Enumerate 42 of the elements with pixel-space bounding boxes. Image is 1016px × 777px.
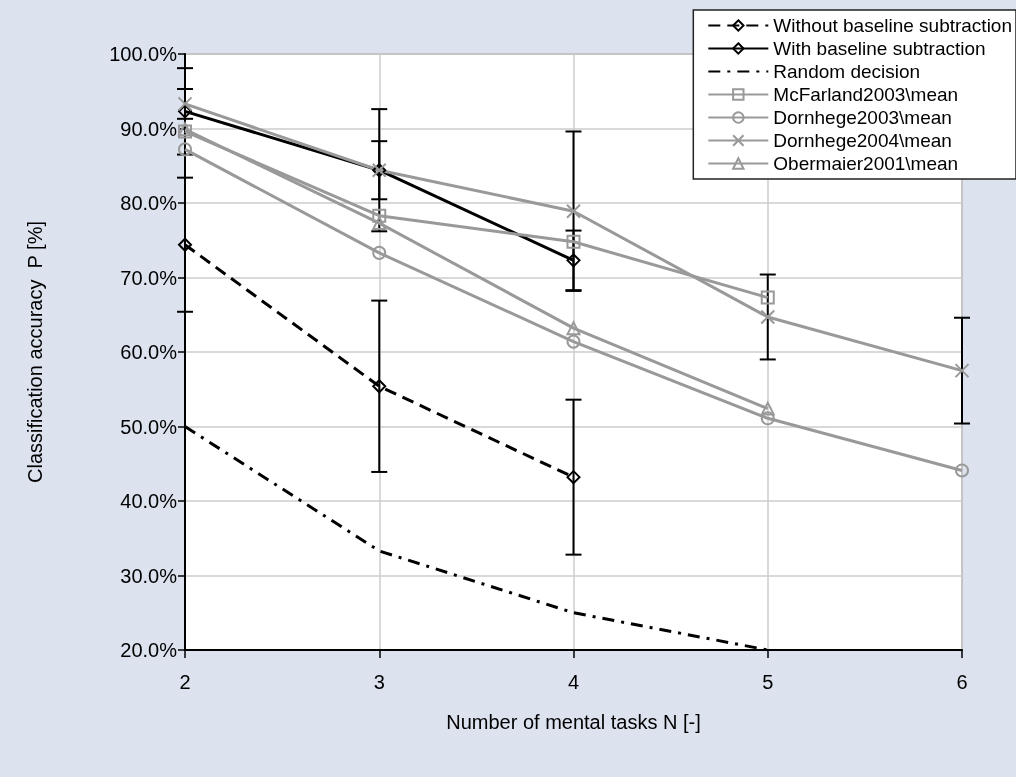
x-tick-label: 5: [762, 671, 774, 693]
legend-label: Dornhege2004\mean: [773, 130, 952, 151]
legend-label: Random decision: [773, 61, 921, 82]
x-tick-label: 4: [567, 671, 580, 693]
y-tick-label: 90.0%: [120, 117, 178, 140]
point: [566, 253, 581, 268]
point: [372, 379, 387, 394]
point: [955, 463, 969, 478]
point: [178, 104, 192, 119]
y-tick-label: 30.0%: [120, 564, 178, 587]
legend-label: With baseline subtraction: [773, 38, 986, 59]
point: [566, 203, 581, 219]
legend-label: Without baseline subtraction: [773, 15, 1012, 36]
point: [760, 290, 775, 305]
x-axis-title: Number of mental tasks N [-]: [446, 711, 701, 733]
y-tick-label: 70.0%: [120, 266, 178, 289]
point: [178, 237, 192, 252]
point: [178, 142, 192, 157]
legend-label: Obermaier2001\mean: [773, 153, 959, 174]
point: [760, 309, 776, 325]
x-tick-label: 2: [179, 671, 191, 693]
point: [760, 411, 775, 426]
x-tick-label: 6: [956, 671, 968, 693]
point: [760, 401, 775, 416]
y-tick-label: 40.0%: [120, 490, 178, 512]
y-tick-label: 60.0%: [120, 341, 178, 363]
legend-label: Dornhege2003\mean: [773, 107, 952, 128]
point: [566, 470, 581, 485]
y-tick-label: 100.0%: [109, 43, 178, 65]
point: [566, 334, 581, 349]
point: [372, 208, 387, 223]
y-axis-title: Classification accuracy P [%]: [24, 221, 46, 483]
point: [566, 234, 581, 249]
y-tick-label: 50.0%: [120, 415, 178, 438]
x-tick-label: 3: [373, 671, 385, 693]
point: [372, 245, 387, 260]
y-tick-label: 80.0%: [120, 192, 178, 214]
y-tick-label: 20.0%: [120, 639, 178, 661]
point: [177, 96, 193, 112]
point: [954, 363, 970, 379]
legend-label: McFarland2003\mean: [773, 84, 959, 105]
point: [566, 321, 581, 336]
